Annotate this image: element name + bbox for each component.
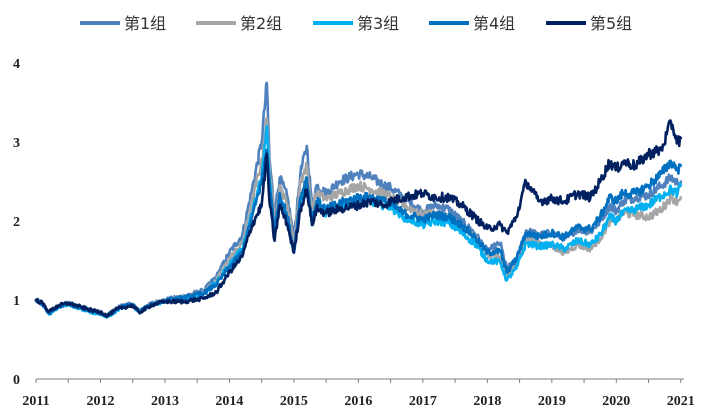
x-tick-label: 2011 xyxy=(22,394,49,409)
legend-label-5: 第5组 xyxy=(590,14,632,33)
x-tick-label: 2020 xyxy=(602,394,630,409)
legend-label-4: 第4组 xyxy=(473,14,515,33)
x-tick-label: 2014 xyxy=(215,394,243,409)
series-line-5 xyxy=(34,119,683,319)
x-axis: 2011 2012 2013 2014 2015 2016 2017 2018 2019 2020… xyxy=(22,378,695,409)
y-tick-label: 4 xyxy=(13,57,20,72)
x-tick-label: 2021 xyxy=(667,394,695,409)
series-line-3 xyxy=(34,124,683,319)
legend-label-1: 第1组 xyxy=(124,14,166,33)
y-tick-label: 1 xyxy=(13,294,20,309)
x-tick-label: 2017 xyxy=(409,394,437,409)
x-tick-label: 2015 xyxy=(280,394,308,409)
legend: 第1组 第2组 第3组 第4组 第5组 xyxy=(80,14,632,33)
y-tick-label: 3 xyxy=(13,136,20,151)
y-tick-label: 2 xyxy=(13,215,20,230)
legend-label-2: 第2组 xyxy=(240,14,282,33)
legend-label-3: 第3组 xyxy=(357,14,399,33)
x-tick-label: 2019 xyxy=(538,394,566,409)
y-axis: 0 1 2 3 4 xyxy=(13,57,20,388)
x-tick-label: 2018 xyxy=(473,394,501,409)
y-tick-label: 0 xyxy=(13,373,20,388)
x-tick-label: 2013 xyxy=(151,394,179,409)
x-tick-label: 2016 xyxy=(344,394,372,409)
plot-area xyxy=(34,81,683,319)
series-line-2 xyxy=(34,117,683,318)
x-tick-label: 2012 xyxy=(86,394,114,409)
